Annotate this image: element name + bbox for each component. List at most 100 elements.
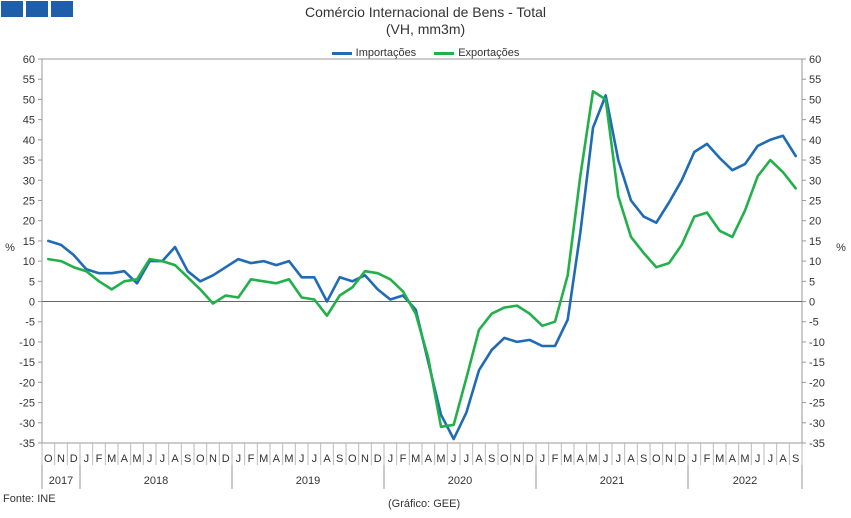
y-tick-label-right: 10 — [809, 256, 821, 268]
x-tick-label: A — [425, 453, 433, 465]
y-tick-label-right: 40 — [809, 135, 821, 147]
legend-swatch-importacoes — [331, 51, 352, 55]
y-tick-label-right: -25 — [809, 398, 825, 410]
y-tick-label-left: -30 — [19, 418, 35, 430]
x-tick-label: M — [284, 453, 293, 465]
legend-label-exportacoes: Exportações — [458, 47, 520, 59]
x-tick-label: J — [299, 453, 305, 465]
x-tick-label: O — [500, 453, 509, 465]
y-tick-label-left: 30 — [23, 175, 35, 187]
x-tick-label: N — [361, 453, 369, 465]
chart-legend: Importações Exportações — [0, 47, 851, 59]
y-tick-label-right: -20 — [809, 377, 825, 389]
chart-subtitle: (VH, mm3m) — [385, 21, 466, 37]
y-tick-label-left: 50 — [23, 94, 35, 106]
x-tick-label: F — [400, 453, 407, 465]
y-tick-label-left: 20 — [23, 216, 35, 228]
x-tick-label: N — [209, 453, 217, 465]
x-tick-label: F — [248, 453, 255, 465]
x-tick-label: M — [563, 453, 572, 465]
x-tick-label: A — [475, 453, 483, 465]
brand-logo — [1, 1, 73, 17]
x-tick-label: M — [107, 453, 116, 465]
y-tick-label-right: 5 — [809, 276, 815, 288]
x-tick-label: J — [540, 453, 546, 465]
y-tick-label-right: 20 — [809, 216, 821, 228]
y-tick-label-left: -10 — [19, 337, 35, 349]
y-tick-label-left: -35 — [19, 438, 35, 450]
y-tick-label-right: -30 — [809, 418, 825, 430]
y-tick-label-left: 15 — [23, 236, 35, 248]
y-tick-label-right: -10 — [809, 337, 825, 349]
x-tick-label: S — [640, 453, 647, 465]
x-tick-label: N — [513, 453, 521, 465]
series-line-exportacoes — [46, 90, 798, 429]
x-tick-label: M — [259, 453, 268, 465]
x-tick-label: A — [171, 453, 179, 465]
x-tick-label: N — [57, 453, 65, 465]
legend-swatch-exportacoes — [434, 51, 455, 55]
x-tick-label: A — [273, 453, 281, 465]
x-tick-label: D — [222, 453, 230, 465]
x-tick-label: J — [616, 453, 622, 465]
x-tick-label: O — [196, 453, 205, 465]
x-tick-label: F — [96, 453, 103, 465]
x-year-label: 2018 — [144, 475, 168, 487]
y-tick-label-left: -20 — [19, 377, 35, 389]
y-tick-label-right: 15 — [809, 236, 821, 248]
legend-label-importacoes: Importações — [355, 47, 417, 59]
y-tick-label-right: 45 — [809, 115, 821, 127]
plot-frame — [41, 58, 803, 444]
legend-item-importacoes: Importações — [331, 47, 417, 59]
x-year-label: 2022 — [733, 475, 757, 487]
y-tick-label-left: -25 — [19, 398, 35, 410]
y-tick-label-right: 55 — [809, 74, 821, 86]
source-note: Fonte: INE — [3, 493, 56, 505]
x-tick-label: D — [678, 453, 686, 465]
x-tick-label: J — [84, 453, 90, 465]
x-tick-label: S — [488, 453, 495, 465]
y-tick-label-left: 40 — [23, 135, 35, 147]
x-tick-label: J — [451, 453, 457, 465]
y-tick-label-right: -35 — [809, 438, 825, 450]
y-axis-title-right: % — [836, 242, 846, 254]
x-year-label: 2021 — [600, 475, 624, 487]
y-tick-label-left: 60 — [23, 54, 35, 66]
logo-block-3 — [51, 1, 73, 17]
y-tick-label-left: 25 — [23, 195, 35, 207]
x-tick-label: D — [374, 453, 382, 465]
x-tick-label: A — [627, 453, 635, 465]
logo-block-1 — [1, 1, 23, 17]
y-tick-label-right: -15 — [809, 357, 825, 369]
y-tick-label-right: 30 — [809, 175, 821, 187]
x-tick-label: J — [755, 453, 761, 465]
x-tick-label: J — [464, 453, 470, 465]
y-tick-label-left: 55 — [23, 74, 35, 86]
x-tick-label: F — [704, 453, 711, 465]
x-tick-label: M — [588, 453, 597, 465]
x-year-label: 2017 — [49, 475, 73, 487]
x-tick-label: M — [715, 453, 724, 465]
x-tick-label: J — [692, 453, 698, 465]
x-tick-label: N — [665, 453, 673, 465]
x-tick-label: J — [236, 453, 242, 465]
x-tick-label: J — [603, 453, 609, 465]
x-tick-label: O — [44, 453, 53, 465]
x-tick-label: M — [436, 453, 445, 465]
x-tick-label: S — [336, 453, 343, 465]
credit-note: (Gráfico: GEE) — [388, 498, 461, 510]
series-line-importacoes — [46, 94, 798, 441]
y-tick-label-right: -5 — [809, 317, 819, 329]
y-axis-title-left: % — [5, 242, 15, 254]
x-tick-label: M — [132, 453, 141, 465]
x-tick-label: F — [552, 453, 559, 465]
x-tick-label: M — [411, 453, 420, 465]
x-tick-label: M — [740, 453, 749, 465]
y-tick-label-right: 50 — [809, 94, 821, 106]
y-tick-label-right: 60 — [809, 54, 821, 66]
chart-title: Comércio Internacional de Bens - Total — [305, 4, 546, 20]
y-tick-label-left: -5 — [25, 317, 35, 329]
x-tick-label: J — [147, 453, 153, 465]
x-tick-label: J — [160, 453, 166, 465]
